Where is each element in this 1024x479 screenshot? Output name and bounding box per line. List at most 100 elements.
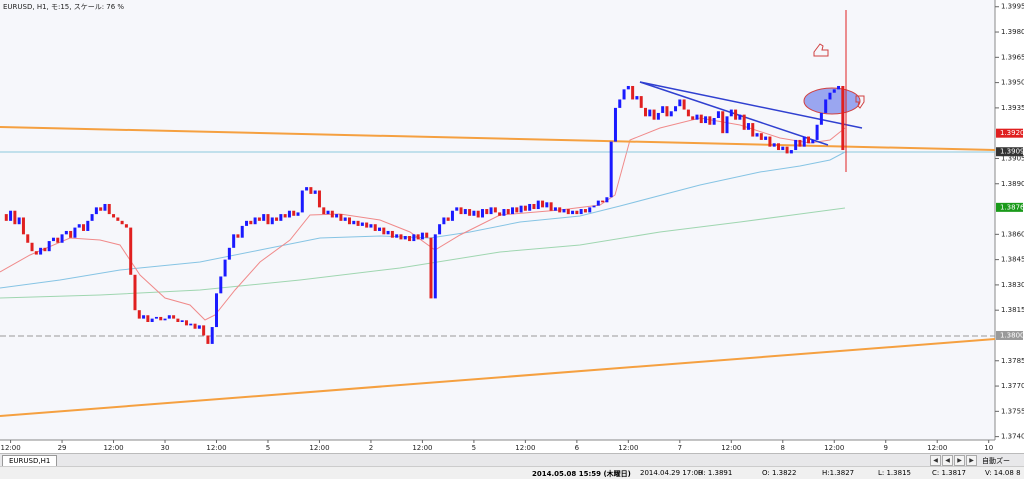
nav-button[interactable]: ▶ [954, 455, 965, 466]
status-time: 2014.05.08 15:59 (木曜日) [532, 470, 631, 478]
candle [596, 200, 600, 206]
candle [77, 224, 81, 228]
candle [639, 96, 643, 108]
candle [330, 210, 334, 218]
candle [502, 209, 506, 216]
candle [541, 200, 545, 208]
candle [245, 220, 249, 226]
candle [476, 210, 480, 218]
candle [631, 85, 635, 100]
candle [296, 212, 300, 216]
candle [365, 222, 369, 228]
candle [412, 234, 416, 242]
price-axis [995, 0, 1024, 453]
candle [704, 116, 708, 124]
candle [519, 205, 523, 213]
candle [335, 214, 339, 218]
candle [566, 209, 570, 215]
candle [373, 224, 377, 231]
candle [785, 146, 789, 154]
candle [223, 259, 227, 277]
price-tag-label: 1.3800 [1000, 331, 1024, 339]
candle [279, 214, 283, 221]
candle [124, 224, 128, 228]
x-tick-label: 12:00 [515, 444, 535, 452]
moving-average [0, 207, 846, 299]
x-tick-label: 12:00 [824, 444, 844, 452]
candle [317, 190, 321, 208]
candle [343, 217, 347, 221]
candle [163, 318, 167, 321]
candle [712, 118, 716, 125]
candle [360, 222, 364, 226]
candle [180, 320, 184, 322]
price-tag-label: 1.3876 [1000, 203, 1024, 211]
price-tag [996, 330, 1023, 340]
candle [648, 109, 652, 117]
candle [408, 236, 412, 242]
candle [86, 220, 90, 231]
candle [26, 234, 30, 243]
candle [781, 146, 785, 151]
candle [266, 214, 270, 225]
candle [420, 232, 424, 240]
x-tick-label: 12:00 [721, 444, 741, 452]
candle [347, 217, 351, 225]
x-tick-label: 29 [58, 444, 67, 452]
nav-button[interactable]: ▶ [966, 455, 977, 466]
candle [262, 214, 266, 221]
y-tick-label: 1.3785 [1001, 357, 1024, 365]
candle [287, 210, 291, 218]
candle [403, 236, 407, 240]
candle [738, 114, 742, 120]
candle [382, 227, 386, 235]
auto-zoom[interactable]: 自動ズー [982, 457, 1010, 465]
candle [721, 111, 725, 134]
price-tag [996, 147, 1023, 157]
candle [511, 207, 515, 215]
y-tick-label: 1.3770 [1001, 382, 1024, 390]
candle [99, 207, 103, 211]
y-tick-label: 1.3950 [1001, 79, 1024, 87]
x-tick-label: 5 [266, 444, 270, 452]
candle [764, 136, 768, 140]
nav-button[interactable]: ◀ [930, 455, 941, 466]
candle [644, 107, 647, 117]
indicators [0, 10, 996, 417]
x-tick-label: 2 [369, 444, 373, 452]
candle [438, 224, 442, 235]
candle [142, 315, 146, 319]
candle [236, 234, 240, 238]
y-tick-label: 1.3815 [1001, 306, 1024, 314]
x-tick-label: 12:00 [927, 444, 947, 452]
candle [103, 203, 107, 211]
nav-button[interactable]: ◀ [942, 455, 953, 466]
candle [56, 237, 60, 243]
x-tick-label: 9 [884, 444, 888, 452]
candle [588, 207, 592, 213]
candle [811, 139, 815, 144]
candle [322, 207, 326, 215]
trend-line [0, 126, 996, 151]
candle [592, 205, 596, 208]
candle [545, 202, 549, 208]
x-tick-label: 12:00 [206, 444, 226, 452]
candle [794, 139, 798, 151]
candle [219, 276, 223, 294]
candle [755, 133, 759, 137]
candle [601, 200, 605, 203]
candle [69, 230, 73, 238]
thumb-icon [813, 43, 829, 57]
candle [13, 210, 17, 225]
x-tick-label: 12:00 [103, 444, 123, 452]
candle [90, 214, 94, 221]
candle [549, 202, 553, 211]
candle [459, 207, 463, 215]
candle [326, 210, 330, 215]
candle [189, 323, 193, 326]
candle [807, 136, 811, 144]
candle [390, 230, 394, 238]
candle [193, 323, 197, 329]
x-tick-label: 10 [984, 444, 993, 452]
candle [480, 209, 484, 218]
